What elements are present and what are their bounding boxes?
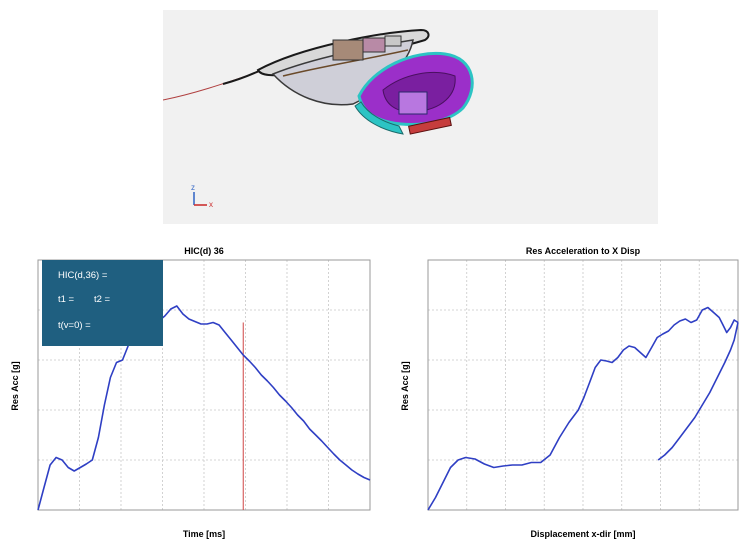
hic-box-bg [42,260,163,346]
impact-model-render: z x [163,28,474,209]
tv0-label: t(v=0) = [58,320,91,331]
base-plate [408,116,452,135]
t2-label: t2 = [94,294,111,305]
edge-dark [222,70,260,85]
axis-z-label: z [191,183,195,192]
sensor-block [398,91,428,115]
acc-disp-chart: Res Acceleration to X Disp Displacement … [376,240,751,540]
grid [428,260,738,510]
chart-title: HIC(d) 36 [184,246,224,256]
hic-chart: HIC(d) 36 Time [ms] Res Acc [g] HIC(d,36… [0,240,375,540]
y-axis-label: Res Acc [g] [10,361,20,410]
series-layer [37,305,371,511]
axis-x-label: x [209,200,213,209]
plot-frame [427,259,739,511]
bracket-block [332,39,364,61]
y-axis-label: Res Acc [g] [400,361,410,410]
lens-cover [354,101,404,135]
simulation-viewport: z x [163,10,658,224]
series-line-1 [37,305,371,511]
bracket-small [362,37,386,53]
series-line-2 [657,322,739,461]
series-layer [427,306,739,511]
x-axis-label: Time [ms] [183,529,225,539]
chart-title: Res Acceleration to X Disp [526,246,641,256]
clip [384,35,402,47]
x-axis-label: Displacement x-dir [mm] [530,529,635,539]
trim-rib [282,49,409,77]
series-line-1 [427,306,739,511]
hic-info-box: HIC(d,36) = t1 = t2 = t(v=0) = [42,260,163,346]
hic-value-label: HIC(d,36) = [58,270,108,281]
plot-frame [37,259,371,511]
t1-label: t1 = [58,294,75,305]
axis-triad: z x [191,183,213,209]
edge-line [163,71,259,101]
